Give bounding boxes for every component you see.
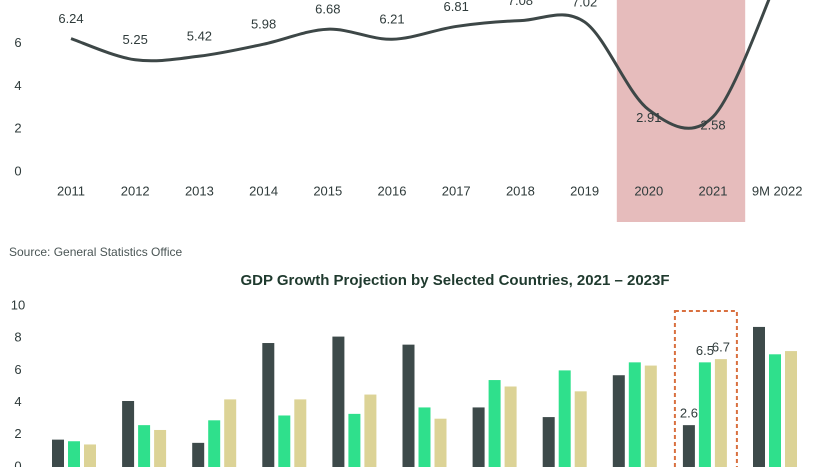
highlight-band	[616, 0, 746, 222]
bar	[122, 400, 135, 467]
chart-title: GDP Growth Projection by Selected Countr…	[240, 272, 669, 289]
bar	[332, 336, 345, 467]
data-label: 5.98	[251, 17, 276, 32]
bar	[434, 418, 447, 467]
bar-chart: 0 2 4 6 8 10 2.6 6.56.7	[11, 297, 797, 467]
bar	[504, 386, 517, 467]
x-tick-label: 2013	[185, 183, 214, 198]
line	[70, 0, 771, 130]
bar	[612, 375, 625, 467]
x-tick-label: 2018	[506, 183, 535, 198]
source-note: Source: General Statistics Office	[9, 245, 183, 259]
bar	[348, 413, 361, 467]
x-tick-label: 9M 2022	[752, 183, 803, 198]
bar	[84, 444, 96, 467]
x-tick-label: 2020	[634, 183, 663, 198]
bar	[208, 420, 221, 467]
y-tick-label: 8	[14, 330, 21, 345]
bar	[224, 399, 237, 467]
bar	[753, 326, 765, 467]
data-label: 6.68	[315, 2, 340, 17]
x-tick-label: 2016	[378, 183, 407, 198]
y-tick-label: 4	[14, 394, 21, 409]
y-tick-label: 4	[14, 78, 21, 93]
data-label: 6.24	[58, 11, 83, 26]
bar	[402, 344, 415, 467]
bar	[278, 415, 291, 467]
y-tick-label: 2	[14, 121, 21, 136]
bar	[68, 441, 80, 467]
y-tick-label: 6	[14, 362, 21, 377]
x-tick-label: 2015	[313, 183, 342, 198]
bar	[558, 370, 571, 467]
line-chart: 0 2 4 6 2011 2012 2013 2014 2015 2016 2017 2018 2019…	[14, 0, 802, 222]
bar	[628, 362, 641, 467]
data-label: 5.42	[187, 29, 212, 44]
data-label: 7.02	[572, 0, 597, 9]
bar	[472, 407, 485, 467]
data-label: 7.08	[508, 0, 533, 8]
bar	[682, 425, 695, 467]
data-label: 6.7	[712, 340, 730, 355]
bar	[294, 399, 307, 467]
y-tick-label: 0	[14, 163, 21, 178]
data-label: 6.5	[696, 343, 714, 358]
highlight-box	[673, 310, 738, 467]
data-label: 2.6	[680, 406, 698, 421]
bar	[192, 442, 205, 467]
y-tick-label: 6	[14, 35, 21, 50]
x-tick-label: 2021	[699, 183, 728, 198]
bar	[574, 391, 587, 467]
data-label: 6.81	[444, 0, 469, 14]
bar	[154, 429, 167, 467]
data-label: 5.25	[123, 32, 148, 47]
bar	[698, 362, 711, 467]
y-tick-label: 10	[11, 297, 25, 312]
data-label: 2.91	[636, 110, 661, 125]
bar	[488, 380, 501, 467]
x-tick-label: 2017	[442, 183, 471, 198]
bar	[262, 343, 275, 467]
bar	[52, 439, 64, 467]
x-tick-label: 2014	[249, 183, 278, 198]
bar	[644, 365, 657, 467]
x-tick-label: 2011	[57, 183, 85, 198]
data-label: 6.21	[379, 12, 404, 27]
y-tick-label: 0	[14, 458, 21, 467]
bar	[364, 394, 377, 467]
y-tick-label: 2	[14, 426, 21, 441]
bar	[714, 359, 727, 467]
bar	[418, 407, 431, 467]
x-tick-label: 2019	[570, 183, 599, 198]
x-tick-label: 2012	[121, 183, 150, 198]
bar	[542, 417, 555, 467]
data-label: 2.58	[700, 117, 725, 132]
bar	[138, 425, 151, 467]
bar	[769, 354, 781, 467]
bar	[785, 351, 797, 467]
